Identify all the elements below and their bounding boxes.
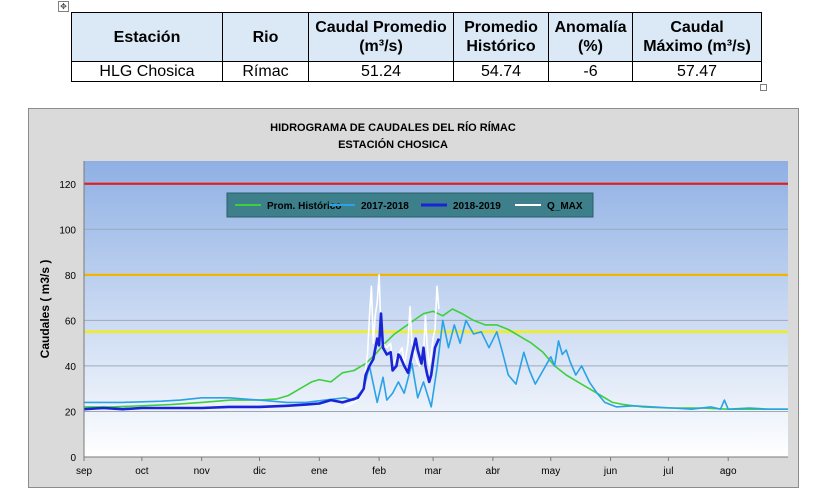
chart-subtitle: ESTACIÓN CHOSICA: [338, 138, 448, 151]
summary-table: Estación Rio Caudal Promedio (m³/s) Prome…: [71, 12, 762, 82]
header-caudal-maximo-unit: Máximo (m³/s): [643, 38, 751, 55]
y-axis-label: Caudales ( m3/s ): [38, 260, 52, 359]
legend-label: Prom. Histórico: [267, 201, 341, 212]
header-anomalia-label: Anomalía: [554, 19, 627, 36]
x-tick-label: nov: [194, 466, 210, 477]
header-historico-label: Histórico: [466, 38, 536, 55]
y-tick-label: 20: [65, 407, 77, 418]
table-move-handle-icon[interactable]: ✥: [58, 1, 69, 12]
header-caudal-promedio-unit: (m³/s): [359, 38, 403, 55]
header-estacion-label: Estación: [113, 28, 181, 46]
header-estacion: Estación: [71, 12, 223, 62]
header-rio-label: Rio: [252, 28, 279, 46]
hydrograph-chart: HIDROGRAMA DE CAUDALES DEL RÍO RÍMAC EST…: [38, 121, 788, 477]
x-tick-label: mar: [424, 466, 442, 477]
cell-caudal-promedio: 51.24: [308, 61, 454, 82]
y-tick-label: 0: [70, 453, 76, 464]
y-tick-label: 120: [59, 180, 76, 191]
axis-layer: 0 20 40 60 80 100 120 sep oct nov dic ene feb mar abr m…: [59, 161, 788, 477]
header-caudal-label: Caudal: [670, 19, 724, 36]
x-tick-label: dic: [253, 466, 266, 477]
series-layer: [83, 274, 788, 411]
x-tick-label: abr: [486, 466, 501, 477]
header-promedio-label: Promedio: [464, 19, 538, 36]
x-tick-label: jul: [662, 466, 673, 477]
x-tick-label: oct: [135, 466, 149, 477]
header-promedio-historico: Promedio Histórico: [453, 12, 549, 62]
cell-rio: Rímac: [222, 61, 309, 82]
x-tick-label: jun: [603, 466, 617, 477]
y-tick-label: 60: [65, 316, 77, 327]
table-row: HLG Chosica Rímac 51.24 54.74 -6 57.47: [71, 61, 762, 82]
header-caudal-promedio: Caudal Promedio (m³/s): [308, 12, 454, 62]
header-rio: Rio: [222, 12, 309, 62]
x-tick-label: may: [541, 466, 560, 477]
series-line-prom-hist-rico: [84, 308, 788, 410]
cell-estacion: HLG Chosica: [71, 61, 223, 82]
header-anomalia-unit: (%): [578, 38, 603, 55]
cell-promedio-historico: 54.74: [453, 61, 549, 82]
reference-lines: [84, 182, 788, 333]
series-line-2018-2019: [83, 312, 441, 411]
x-tick-label: feb: [372, 466, 386, 477]
table-resize-handle-icon[interactable]: [760, 84, 767, 91]
y-tick-label: 40: [65, 362, 77, 373]
series-line-q-max: [344, 274, 440, 408]
x-tick-label: ago: [720, 466, 737, 477]
legend-label: 2018-2019: [453, 201, 501, 212]
header-anomalia: Anomalía (%): [548, 12, 633, 62]
x-tick-label: ene: [311, 466, 328, 477]
chart-frame[interactable]: HIDROGRAMA DE CAUDALES DEL RÍO RÍMAC EST…: [28, 108, 799, 488]
cell-caudal-maximo: 57.47: [632, 61, 762, 82]
chart-title: HIDROGRAMA DE CAUDALES DEL RÍO RÍMAC: [270, 121, 516, 134]
x-tick-label: sep: [76, 466, 93, 477]
y-tick-label: 80: [65, 271, 77, 282]
legend-label: 2017-2018: [361, 201, 409, 212]
cell-anomalia: -6: [548, 61, 633, 82]
header-caudal-maximo: Caudal Máximo (m³/s): [632, 12, 762, 62]
chart-legend: Prom. Histórico 2017-2018 2018-2019 Q_MAX: [226, 192, 594, 218]
legend-label: Q_MAX: [547, 201, 583, 212]
y-tick-label: 100: [59, 225, 76, 236]
header-caudal-promedio-label: Caudal Promedio: [315, 19, 447, 36]
table-header-row: Estación Rio Caudal Promedio (m³/s) Prome…: [71, 12, 762, 62]
